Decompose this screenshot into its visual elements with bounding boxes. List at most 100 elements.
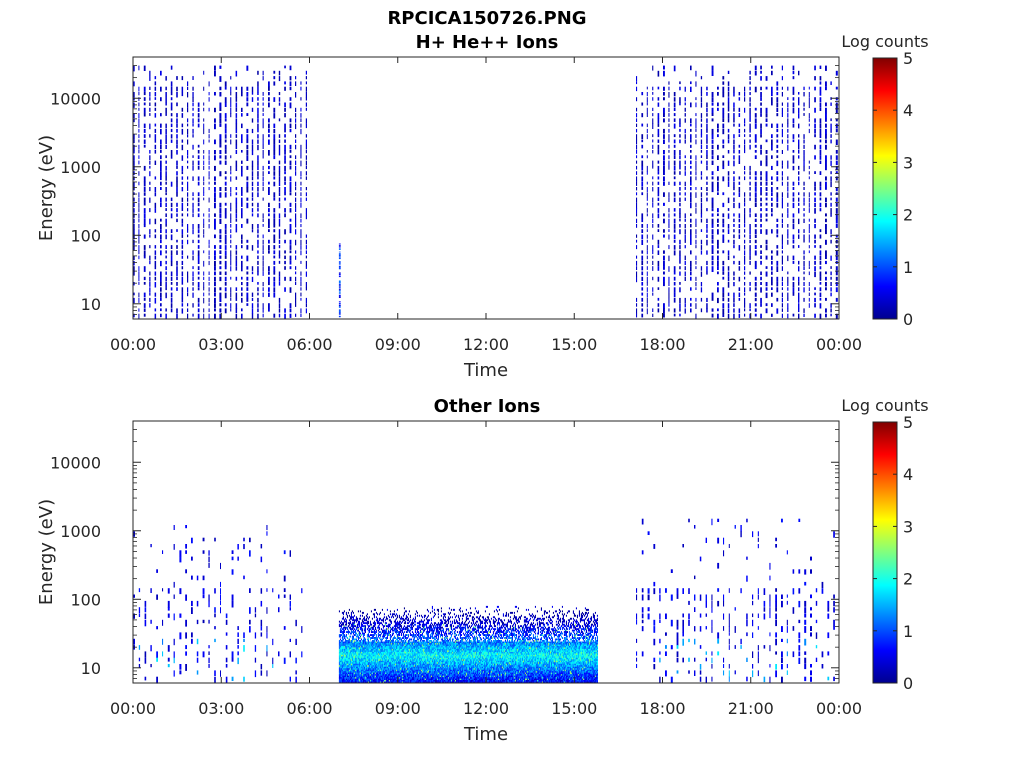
spectrogram-cell — [197, 282, 200, 287]
spectrogram-cell — [679, 282, 681, 285]
spectrogram-cell — [149, 287, 151, 293]
spectrogram-cell — [363, 641, 365, 644]
spectrogram-cell — [798, 92, 800, 95]
spectrogram-cell — [197, 155, 200, 159]
spectrogram-cell — [289, 123, 292, 129]
spectrogram-cell — [373, 650, 375, 653]
spectrogram-cell — [387, 675, 389, 678]
spectrogram-cell — [378, 681, 380, 684]
spectrogram-cell — [787, 224, 789, 228]
spectrogram-cell — [369, 681, 371, 684]
spectrogram-cell — [370, 650, 372, 653]
spectrogram-cell — [235, 160, 238, 167]
spectrogram-cell — [765, 150, 768, 154]
spectrogram-cell — [340, 631, 342, 633]
spectrogram-cell — [722, 176, 725, 182]
spectrogram-cell — [214, 139, 216, 145]
spectrogram-cell — [385, 668, 387, 671]
spectrogram-cell — [235, 276, 238, 281]
spectrogram-cell — [819, 229, 822, 233]
spectrogram-cell — [706, 123, 708, 130]
spectrogram-cell — [711, 113, 714, 116]
spectrogram-cell — [673, 234, 676, 240]
spectrogram-cell — [352, 681, 354, 684]
spectrogram-cell — [369, 648, 371, 651]
spectrogram-cell — [237, 556, 239, 561]
spectrogram-cell — [835, 123, 838, 129]
spectrogram-cell — [711, 197, 714, 204]
spectrogram-cell — [346, 681, 348, 684]
spectrogram-cell — [355, 668, 357, 671]
spectrogram-cell — [251, 107, 254, 112]
spectrogram-cell — [765, 213, 768, 217]
spectrogram-cell — [368, 635, 370, 638]
spectrogram-cell — [353, 680, 355, 682]
spectrogram-cell — [165, 292, 167, 299]
spectrogram-cell — [344, 675, 346, 678]
spectrogram-cell — [355, 675, 357, 678]
spectrogram-cell — [744, 176, 746, 181]
spectrogram-cell — [717, 260, 719, 267]
spectrogram-cell — [374, 623, 376, 626]
spectrogram-cell — [381, 638, 383, 641]
spectrogram-cell — [722, 266, 725, 272]
spectrogram-cell — [706, 113, 708, 117]
spectrogram-cell — [808, 192, 810, 197]
spectrogram-cell — [749, 86, 751, 91]
spectrogram-cell — [305, 245, 307, 250]
spectrogram-cell — [149, 276, 151, 282]
spectrogram-cell — [243, 544, 245, 550]
spectrogram-cell — [641, 297, 644, 302]
spectrogram-cell — [289, 65, 292, 71]
spectrogram-cell — [372, 637, 374, 639]
spectrogram-cell — [381, 608, 383, 611]
spectrogram-cell — [387, 654, 389, 657]
spectrogram-cell — [377, 648, 379, 651]
spectrogram-cell — [376, 647, 378, 650]
spectrogram-cell — [362, 656, 364, 659]
spectrogram-cell — [230, 187, 232, 192]
spectrogram-cell — [359, 654, 361, 657]
spectrogram-cell — [690, 218, 692, 223]
spectrogram-cell — [636, 134, 638, 140]
spectrogram-cell — [378, 643, 380, 645]
spectrogram-cell — [700, 150, 703, 153]
spectrogram-cell — [373, 656, 375, 659]
spectrogram-cell — [380, 632, 382, 635]
spectrogram-cell — [272, 657, 274, 665]
spectrogram-cell — [257, 245, 259, 248]
spectrogram-cell — [668, 181, 670, 185]
spectrogram-cell — [385, 656, 387, 659]
spectrogram-cell — [187, 160, 189, 164]
spectrogram-cell — [798, 292, 800, 299]
spectrogram-cell — [652, 181, 654, 186]
spectrogram-cell — [273, 70, 276, 74]
spectrogram-cell — [673, 113, 676, 117]
spectrogram-cell — [776, 260, 779, 266]
spectrogram-cell — [257, 165, 259, 171]
spectrogram-cell — [368, 616, 370, 619]
spectrogram-cell — [390, 620, 392, 623]
spectrogram-cell — [387, 634, 389, 636]
spectrogram-cell — [690, 144, 692, 148]
spectrogram-cell — [362, 680, 364, 682]
spectrogram-cell — [700, 282, 703, 287]
spectrogram-cell — [819, 187, 822, 191]
spectrogram-cell — [342, 644, 344, 647]
spectrogram-cell — [792, 165, 795, 171]
spectrogram-cell — [363, 622, 365, 625]
spectrogram-cell — [668, 165, 670, 170]
y-tick-label: 10000 — [50, 89, 101, 108]
spectrogram-cell — [700, 250, 703, 255]
spectrogram-cell — [359, 669, 361, 672]
spectrogram-cell — [143, 282, 146, 285]
spectrogram-cell — [160, 260, 162, 267]
spectrogram-cell — [738, 187, 741, 193]
spectrogram-cell — [387, 647, 389, 650]
spectrogram-cell — [684, 181, 686, 187]
spectrogram-cell — [235, 297, 238, 301]
spectrogram-cell — [819, 65, 822, 69]
spectrogram-cell — [695, 134, 697, 138]
spectrogram-cell — [295, 144, 297, 150]
spectrogram-cell — [760, 187, 762, 193]
